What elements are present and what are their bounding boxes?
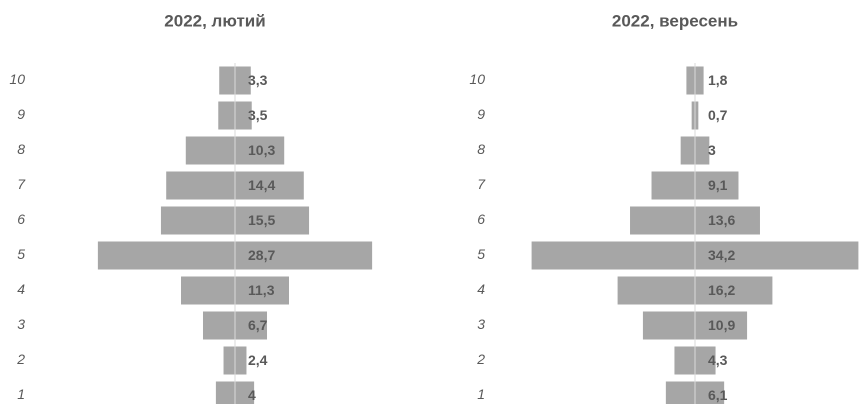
category-label: 8	[17, 141, 25, 157]
value-label: 6,7	[248, 317, 268, 333]
value-label: 15,5	[248, 212, 275, 228]
category-label: 4	[477, 281, 485, 297]
chart-title: 2022, вересень	[612, 11, 738, 30]
category-label: 3	[477, 316, 485, 332]
category-label: 5	[17, 246, 25, 262]
value-label: 3,3	[248, 72, 268, 88]
value-label: 4	[248, 387, 256, 403]
value-label: 10,9	[708, 317, 735, 333]
value-label: 11,3	[248, 282, 275, 298]
value-label: 1,8	[708, 72, 728, 88]
category-label: 8	[477, 141, 485, 157]
value-label: 0,7	[708, 107, 728, 123]
value-label: 28,7	[248, 247, 275, 263]
value-label: 10,3	[248, 142, 275, 158]
category-label: 1	[17, 386, 25, 402]
category-label: 6	[477, 211, 485, 227]
value-label: 9,1	[708, 177, 728, 193]
category-label: 6	[17, 211, 25, 227]
category-label: 2	[476, 351, 485, 367]
category-label: 7	[477, 176, 486, 192]
category-label: 2	[16, 351, 25, 367]
value-label: 3	[708, 142, 716, 158]
category-label: 10	[469, 71, 485, 87]
category-label: 4	[17, 281, 25, 297]
category-label: 3	[17, 316, 25, 332]
value-label: 34,2	[708, 247, 735, 263]
value-label: 4,3	[708, 352, 728, 368]
category-label: 7	[17, 176, 26, 192]
category-label: 9	[477, 106, 485, 122]
value-label: 2,4	[248, 352, 268, 368]
chart-title: 2022, лютий	[164, 11, 265, 30]
value-label: 3,5	[248, 107, 268, 123]
value-label: 14,4	[248, 177, 275, 193]
category-label: 5	[477, 246, 485, 262]
category-label: 1	[477, 386, 485, 402]
category-label: 9	[17, 106, 25, 122]
value-label: 13,6	[708, 212, 735, 228]
value-label: 16,2	[708, 282, 735, 298]
category-label: 10	[9, 71, 25, 87]
value-label: 6,1	[708, 387, 728, 403]
